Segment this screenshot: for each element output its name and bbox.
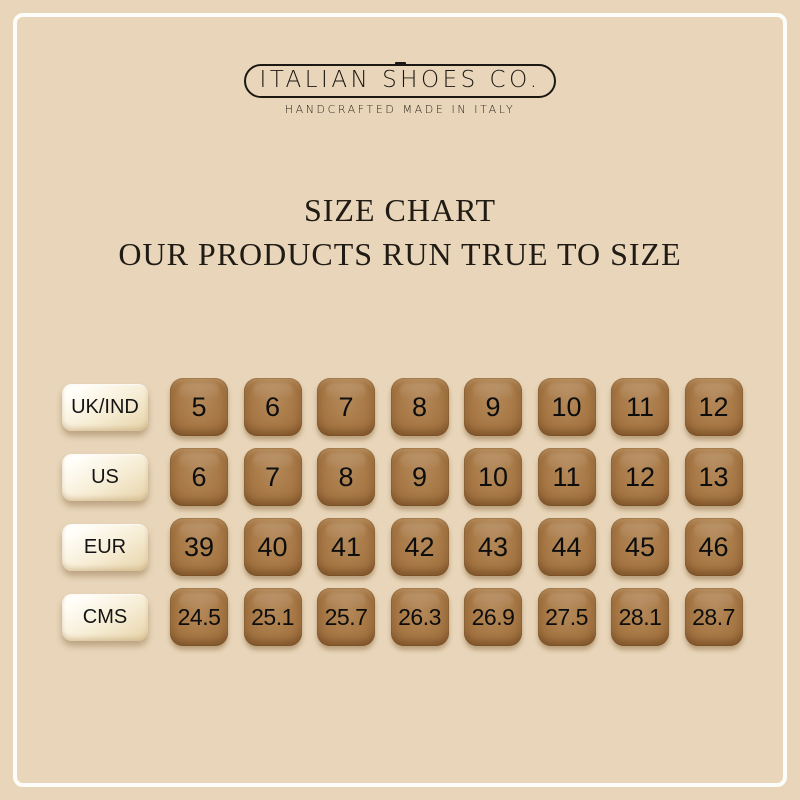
size-key: 12 — [684, 378, 743, 436]
size-key: 40 — [243, 518, 302, 576]
size-key: 26.3 — [390, 588, 449, 646]
size-key: 10 — [537, 378, 596, 436]
size-key: 12 — [611, 448, 669, 506]
size-key: 10 — [464, 448, 522, 506]
size-key: 44 — [537, 518, 596, 576]
brand-tagline: HANDCRAFTED MADE IN ITALY — [284, 103, 516, 116]
size-key: 43 — [464, 518, 522, 576]
brand-logo: ITALIAN SHOES CO. HANDCRAFTED MADE IN IT… — [0, 62, 800, 116]
size-row-eur: EUR 39 40 41 42 43 44 45 46 — [62, 518, 743, 576]
row-label-chip: UK/IND — [62, 383, 148, 431]
size-row-us: US 6 7 8 9 10 11 12 13 — [62, 448, 743, 506]
size-key: 7 — [243, 448, 302, 506]
size-row-cms: CMS 24.5 25.1 25.7 26.3 26.9 27.5 28.1 28.7 — [62, 588, 743, 646]
size-key: 27.5 — [537, 588, 596, 646]
size-key: 41 — [317, 518, 375, 576]
size-key: 24.5 — [170, 588, 228, 646]
size-key: 28.7 — [684, 588, 743, 646]
size-key: 46 — [684, 518, 743, 576]
size-table: UK/IND 5 6 7 8 9 10 11 12 US 6 7 8 9 10 11 12 13 EUR 39 40 41… — [62, 378, 743, 658]
size-key: 25.7 — [317, 588, 375, 646]
size-key: 11 — [537, 448, 596, 506]
size-key: 45 — [611, 518, 669, 576]
size-key: 42 — [390, 518, 449, 576]
page-subtitle: OUR PRODUCTS RUN TRUE TO SIZE — [118, 236, 682, 272]
size-key: 26.9 — [464, 588, 522, 646]
size-key: 8 — [317, 448, 375, 506]
row-label-chip: CMS — [62, 593, 148, 641]
size-key: 25.1 — [243, 588, 302, 646]
size-key: 7 — [317, 378, 375, 436]
brand-name: ITALIAN SHOES CO. — [244, 64, 556, 98]
logo-accent-dash-icon — [394, 62, 406, 65]
size-key: 11 — [611, 378, 669, 436]
size-key: 13 — [684, 448, 743, 506]
page-title: SIZE CHART — [303, 192, 497, 228]
row-label-chip: EUR — [62, 523, 148, 571]
size-key: 6 — [170, 448, 228, 506]
size-key: 39 — [170, 518, 228, 576]
heading-block: SIZE CHART OUR PRODUCTS RUN TRUE TO SIZE — [0, 188, 800, 276]
size-key: 9 — [464, 378, 522, 436]
size-key: 8 — [390, 378, 449, 436]
size-row-uk-ind: UK/IND 5 6 7 8 9 10 11 12 — [62, 378, 743, 436]
size-key: 5 — [170, 378, 228, 436]
size-key: 9 — [390, 448, 449, 506]
size-key: 6 — [243, 378, 302, 436]
size-key: 28.1 — [611, 588, 669, 646]
row-label-chip: US — [62, 453, 148, 501]
